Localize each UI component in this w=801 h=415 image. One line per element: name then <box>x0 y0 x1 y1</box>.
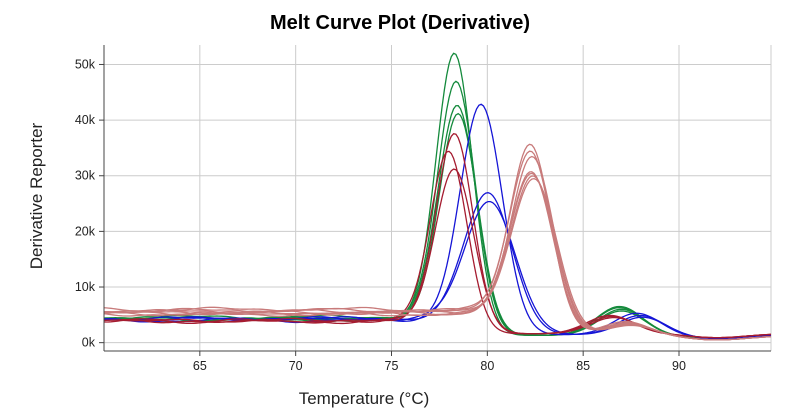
melt-curve-series <box>103 192 772 340</box>
axis-layer: 65 70 75 80 85 90 0k 10k 20k 30k 40k 50k <box>75 45 771 373</box>
x-axis-label: Temperature (°C) <box>299 389 430 408</box>
melt-curve-series <box>103 177 772 341</box>
y-tick-label: 0k <box>82 336 96 350</box>
y-tick-label: 30k <box>75 169 96 183</box>
x-tick-label: 90 <box>672 359 686 373</box>
y-tick-label: 10k <box>75 280 96 294</box>
chart-title: Melt Curve Plot (Derivative) <box>270 12 530 34</box>
x-tick-label: 65 <box>193 359 207 373</box>
melt-curve-series <box>103 200 772 340</box>
y-tick-label: 50k <box>75 57 96 71</box>
x-tick-label: 70 <box>289 359 303 373</box>
grid-layer <box>104 45 772 351</box>
x-tick-label: 85 <box>576 359 590 373</box>
y-tick-label: 20k <box>75 224 96 238</box>
y-axis-label: Derivative Reporter <box>27 122 46 269</box>
x-tick-label: 80 <box>480 359 494 373</box>
x-tick-label: 75 <box>385 359 399 373</box>
y-tick-label: 40k <box>75 113 96 127</box>
curve-layer <box>103 52 772 341</box>
